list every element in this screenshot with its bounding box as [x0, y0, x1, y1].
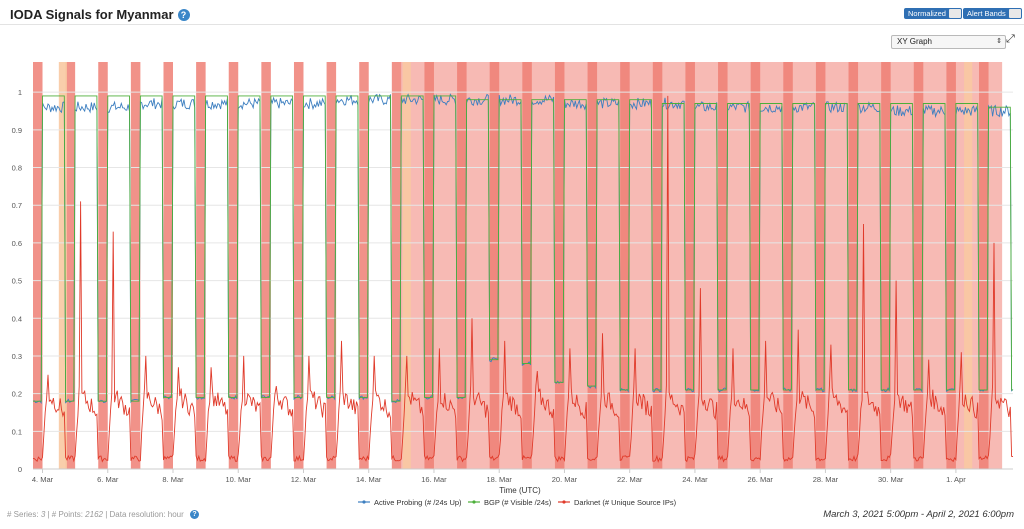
night-alert-band	[685, 62, 695, 469]
night-alert-band	[750, 62, 761, 469]
legend-marker	[472, 500, 476, 504]
x-tick-label: 20. Mar	[552, 475, 578, 484]
night-alert-band	[130, 62, 141, 469]
x-tick-label: 16. Mar	[421, 475, 447, 484]
x-tick-label: 6. Mar	[97, 475, 119, 484]
night-alert-band	[881, 62, 891, 469]
night-alert-band	[293, 62, 304, 469]
night-alert-band	[98, 62, 108, 469]
night-alert-band	[489, 62, 500, 469]
night-alert-band	[913, 62, 924, 469]
x-tick-label: 1. Apr	[946, 475, 966, 484]
y-tick-label: 0.2	[12, 390, 22, 399]
night-alert-band	[848, 62, 859, 469]
y-tick-label: 0.4	[12, 314, 22, 323]
night-alert-band	[228, 62, 239, 469]
x-tick-label: 30. Mar	[878, 475, 904, 484]
x-tick-label: 12. Mar	[291, 475, 317, 484]
x-axis-title: Time (UTC)	[499, 486, 541, 495]
help-icon[interactable]: ?	[190, 510, 199, 519]
orange-alert-band	[58, 62, 67, 469]
x-tick-label: 22. Mar	[617, 475, 643, 484]
y-tick-label: 1	[18, 88, 22, 97]
night-alert-band	[718, 62, 728, 469]
legend-marker	[562, 500, 566, 504]
night-alert-band	[33, 62, 43, 469]
page-title: IODA Signals for Myanmar?	[10, 7, 190, 22]
night-alert-band	[424, 62, 434, 469]
chevron-updown-icon: ⇕	[996, 38, 1002, 45]
x-tick-label: 4. Mar	[32, 475, 54, 484]
points-count-label: # Points:	[51, 510, 83, 519]
night-alert-band	[620, 62, 630, 469]
night-alert-band	[65, 62, 76, 469]
night-alert-band	[554, 62, 565, 469]
x-tick-label: 28. Mar	[813, 475, 839, 484]
night-alert-band	[815, 62, 826, 469]
alert-bands-toggle[interactable]: Alert Bands	[963, 8, 1022, 19]
y-tick-label: 0	[18, 465, 22, 474]
night-alert-band	[457, 62, 467, 469]
header-divider	[0, 24, 1024, 25]
night-alert-band	[391, 62, 402, 469]
night-alert-band	[261, 62, 271, 469]
x-tick-label: 18. Mar	[486, 475, 512, 484]
y-tick-label: 0.5	[12, 277, 22, 286]
y-axis: 0 0.1 0.2 0.3 0.4 0.5 0.6 0.7 0.8 0.9 1	[12, 88, 22, 474]
x-axis: 4. Mar 6. Mar 8. Mar 10. Mar 12. Mar 14. Mar 1…	[32, 468, 1013, 484]
bgp-line	[33, 95, 1013, 402]
series-count-label: # Series:	[7, 510, 39, 519]
night-alert-band	[652, 62, 663, 469]
night-alert-band	[359, 62, 369, 469]
alert-bands-label: Alert Bands	[967, 9, 1006, 18]
date-range: March 3, 2021 5:00pm - April 2, 2021 6:0…	[823, 509, 1014, 520]
y-tick-label: 0.9	[12, 126, 22, 135]
normalized-toggle[interactable]: Normalized	[904, 8, 962, 19]
legend-label: Active Probing (# /24s Up)	[374, 498, 462, 507]
night-alert-band	[946, 62, 956, 469]
normalized-label: Normalized	[908, 9, 946, 18]
toggle-knob	[1008, 9, 1021, 18]
series-count: 3	[40, 510, 46, 519]
y-tick-label: 0.6	[12, 239, 22, 248]
night-alert-band	[326, 62, 337, 469]
night-alert-band	[196, 62, 206, 469]
y-tick-label: 0.8	[12, 164, 22, 173]
orange-alert-band	[402, 62, 411, 469]
darknet-line	[32, 95, 1014, 463]
night-alert-band	[783, 62, 793, 469]
orange-alert-band	[964, 62, 973, 469]
legend-label: BGP (# Visible /24s)	[484, 498, 552, 507]
legend: Active Probing (# /24s Up) BGP (# Visible…	[358, 498, 677, 507]
y-tick-label: 0.7	[12, 201, 22, 210]
resolution-text: Data resolution: hour	[109, 510, 184, 519]
toggle-knob	[948, 9, 961, 18]
y-tick-label: 0.1	[12, 427, 22, 436]
graph-type-select[interactable]: XY Graph ⇕	[891, 35, 1006, 49]
series-lines	[32, 93, 1014, 463]
night-alert-band	[522, 62, 532, 469]
points-count: 2162	[85, 510, 103, 519]
fullscreen-icon[interactable]: ⤢	[1006, 33, 1015, 45]
legend-label: Darknet (# Unique Source IPs)	[574, 498, 677, 507]
x-tick-label: 8. Mar	[162, 475, 184, 484]
x-tick-label: 26. Mar	[747, 475, 773, 484]
x-tick-label: 24. Mar	[682, 475, 708, 484]
legend-marker	[362, 500, 366, 504]
footer-stats: # Series: 3 | # Points: 2162 | Data reso…	[7, 510, 199, 519]
night-alert-band	[587, 62, 598, 469]
y-tick-label: 0.3	[12, 352, 22, 361]
x-tick-label: 14. Mar	[356, 475, 382, 484]
x-tick-label: 10. Mar	[226, 475, 252, 484]
night-alert-band	[979, 62, 989, 469]
night-alert-band	[163, 62, 173, 469]
help-icon[interactable]: ?	[177, 9, 190, 21]
graph-type-value: XY Graph	[897, 37, 932, 46]
title-text: IODA Signals for Myanmar	[10, 7, 174, 22]
